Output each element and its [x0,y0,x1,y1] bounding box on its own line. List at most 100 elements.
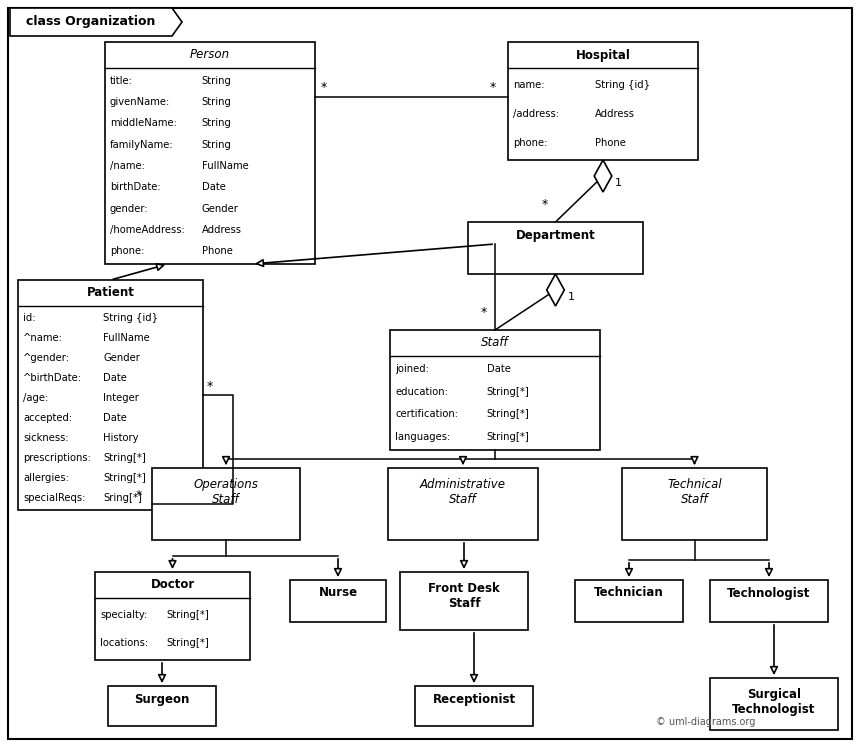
Text: *: * [481,306,488,319]
Text: Technologist: Technologist [728,586,811,600]
Text: ^birthDate:: ^birthDate: [23,373,82,383]
Text: prescriptions:: prescriptions: [23,453,91,463]
Text: String[*]: String[*] [487,387,530,397]
Text: Nurse: Nurse [318,586,358,600]
Text: Administrative
Staff: Administrative Staff [420,478,506,506]
Bar [415,686,533,726]
Text: Technical
Staff: Technical Staff [667,478,722,506]
Text: String[*]: String[*] [166,638,209,648]
Text: Date: Date [201,182,225,192]
Text: Gender: Gender [103,353,140,363]
Text: Date: Date [103,413,127,423]
Text: title:: title: [110,75,133,86]
Text: String: String [201,140,231,149]
Bar [710,580,828,622]
Text: Surgeon: Surgeon [134,692,190,705]
Bar [18,280,203,510]
Text: String {id}: String {id} [595,80,650,90]
Bar [468,222,643,274]
Bar [290,580,386,622]
Text: ^name:: ^name: [23,333,63,343]
Text: joined:: joined: [395,365,429,374]
Text: /address:: /address: [513,109,559,119]
Text: familyName:: familyName: [110,140,174,149]
Text: *: * [321,81,328,94]
Text: Date: Date [103,373,127,383]
Text: Receptionist: Receptionist [433,692,515,705]
Text: specialReqs:: specialReqs: [23,493,85,503]
Bar [710,678,838,730]
Text: allergies:: allergies: [23,473,69,483]
Bar [390,330,600,450]
Text: /homeAddress:: /homeAddress: [110,225,185,235]
Text: © uml-diagrams.org: © uml-diagrams.org [655,717,755,727]
Bar [400,572,528,630]
Text: name:: name: [513,80,544,90]
Text: FullName: FullName [201,161,249,171]
Bar [622,468,767,540]
Text: education:: education: [395,387,448,397]
Bar [388,468,538,540]
Bar [575,580,683,622]
Text: id:: id: [23,313,35,323]
Text: String {id}: String {id} [103,313,158,323]
Text: Surgical
Technologist: Surgical Technologist [733,688,815,716]
Text: ^gender:: ^gender: [23,353,70,363]
Text: class Organization: class Organization [27,16,156,28]
Text: String[*]: String[*] [487,409,530,419]
Text: *: * [490,81,496,94]
Text: Date: Date [487,365,511,374]
Bar [108,686,216,726]
Text: givenName:: givenName: [110,97,170,107]
Text: Person: Person [190,49,230,61]
Text: /age:: /age: [23,393,48,403]
Polygon shape [547,274,564,306]
Text: Gender: Gender [201,204,238,214]
Text: Operations
Staff: Operations Staff [194,478,259,506]
Text: locations:: locations: [100,638,148,648]
Text: String: String [201,97,231,107]
Text: Doctor: Doctor [150,578,194,592]
Text: FullName: FullName [103,333,150,343]
Text: History: History [103,433,138,443]
Text: Front Desk
Staff: Front Desk Staff [428,582,500,610]
Text: languages:: languages: [395,432,451,441]
Text: 1: 1 [568,292,574,302]
Bar [508,42,698,160]
Polygon shape [594,160,611,192]
Bar [152,468,300,540]
Text: Hospital: Hospital [575,49,630,61]
Text: Integer: Integer [103,393,139,403]
Text: birthDate:: birthDate: [110,182,161,192]
Text: Address: Address [595,109,636,119]
Text: /name:: /name: [110,161,144,171]
Bar [105,42,315,264]
Text: String: String [201,118,231,128]
Text: Staff: Staff [482,336,509,350]
Text: Technician: Technician [594,586,664,600]
Bar [95,572,250,660]
Text: Patient: Patient [87,287,134,300]
Text: Phone: Phone [595,137,626,148]
Text: phone:: phone: [110,247,144,256]
Text: gender:: gender: [110,204,149,214]
Text: String[*]: String[*] [103,453,146,463]
Text: middleName:: middleName: [110,118,177,128]
Text: *: * [207,380,213,393]
Text: Phone: Phone [201,247,232,256]
Text: *: * [542,198,548,211]
Text: phone:: phone: [513,137,547,148]
Text: specialty:: specialty: [100,610,147,620]
Text: sickness:: sickness: [23,433,69,443]
Text: String[*]: String[*] [166,610,209,620]
Text: String[*]: String[*] [103,473,146,483]
Text: Address: Address [201,225,242,235]
Polygon shape [10,8,182,36]
Text: Sring[*]: Sring[*] [103,493,142,503]
Text: String: String [201,75,231,86]
Text: certification:: certification: [395,409,458,419]
Text: *: * [136,489,142,502]
Text: String[*]: String[*] [487,432,530,441]
Text: accepted:: accepted: [23,413,72,423]
Text: 1: 1 [615,178,622,188]
